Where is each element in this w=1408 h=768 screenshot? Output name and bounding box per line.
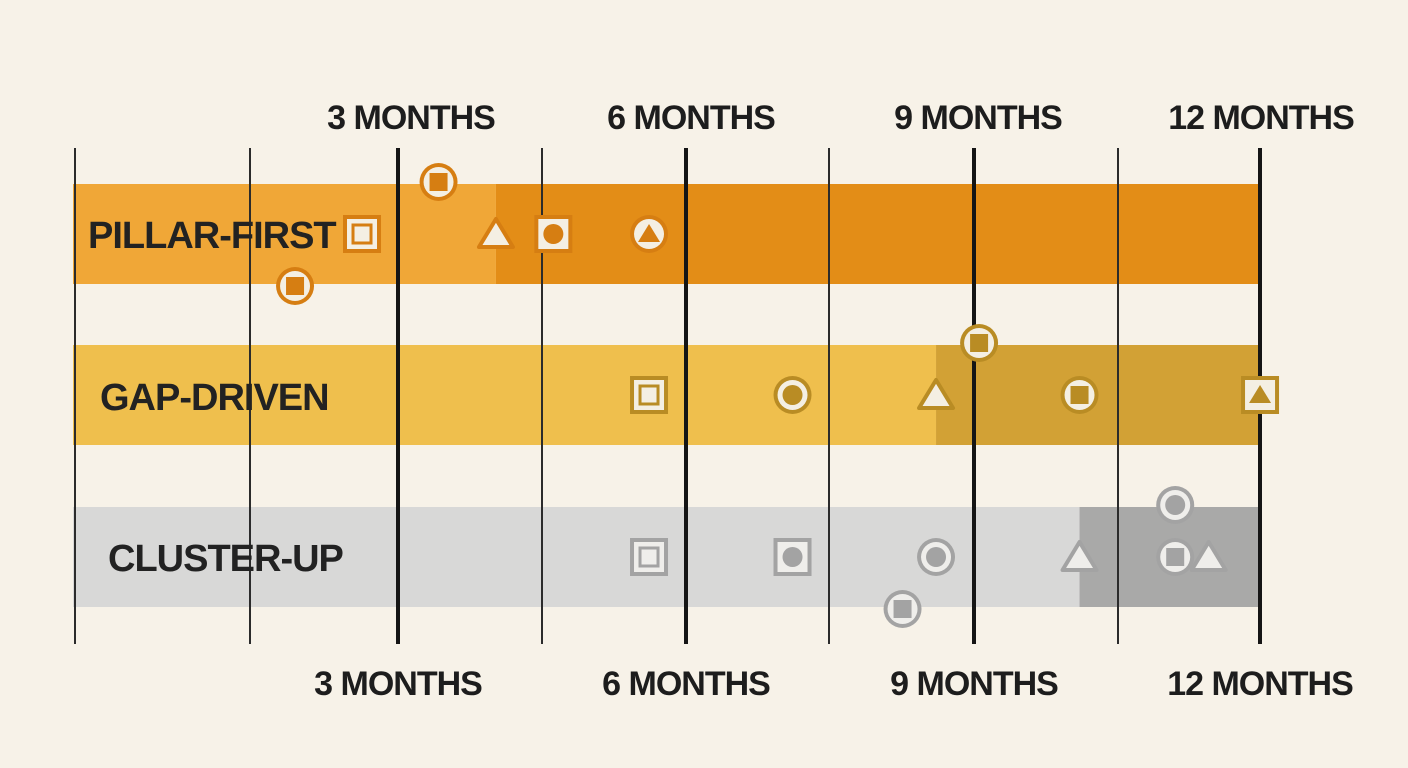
row-labels: PILLAR-FIRST GAP-DRIVEN CLUSTER-UP xyxy=(88,215,345,580)
bottom-axis-labels: 3 MONTHS 6 MONTHS 9 MONTHS 12 MONTHS xyxy=(314,665,1354,703)
markers-layer xyxy=(276,163,1280,628)
circle-circle-marker xyxy=(917,538,956,576)
bar-segment-light xyxy=(73,184,496,284)
square-circle-marker xyxy=(534,215,573,253)
triangle-marker xyxy=(476,217,515,249)
square-triangle-marker xyxy=(1241,376,1280,414)
circle-square-marker xyxy=(419,163,458,201)
top-label-9-months: 9 MONTHS xyxy=(894,99,1062,137)
square-square-marker xyxy=(630,376,669,414)
top-axis-labels: 3 MONTHS 6 MONTHS 9 MONTHS 12 MONTHS xyxy=(327,99,1355,137)
bars-layer xyxy=(73,184,1259,607)
circle-triangle-marker xyxy=(630,215,669,253)
bottom-label-6-months: 6 MONTHS xyxy=(602,665,770,703)
circle-square-marker xyxy=(1156,538,1195,576)
row-label-pillar-first: PILLAR-FIRST xyxy=(88,215,336,257)
circle-square-marker xyxy=(960,324,999,362)
top-label-3-months: 3 MONTHS xyxy=(327,99,495,137)
bar-segment-dark xyxy=(495,184,1259,284)
triangle-marker xyxy=(1060,540,1099,572)
circle-circle-marker xyxy=(773,376,812,414)
top-label-6-months: 6 MONTHS xyxy=(607,99,775,137)
circle-square-marker xyxy=(883,590,922,628)
bottom-label-12-months: 12 MONTHS xyxy=(1167,665,1353,703)
square-square-marker xyxy=(630,538,669,576)
circle-square-marker xyxy=(1060,376,1099,414)
circle-square-marker xyxy=(276,267,315,305)
circle-circle-marker xyxy=(1156,486,1195,524)
square-square-marker xyxy=(343,215,382,253)
bar-segment-light xyxy=(73,507,1080,607)
row-label-cluster-up: CLUSTER-UP xyxy=(108,538,344,580)
bottom-label-3-months: 3 MONTHS xyxy=(314,665,482,703)
bottom-label-9-months: 9 MONTHS xyxy=(890,665,1058,703)
square-circle-marker xyxy=(773,538,812,576)
row-label-gap-driven: GAP-DRIVEN xyxy=(100,377,329,419)
top-label-12-months: 12 MONTHS xyxy=(1168,99,1354,137)
triangle-marker xyxy=(917,378,956,410)
triangle-marker xyxy=(1189,540,1228,572)
